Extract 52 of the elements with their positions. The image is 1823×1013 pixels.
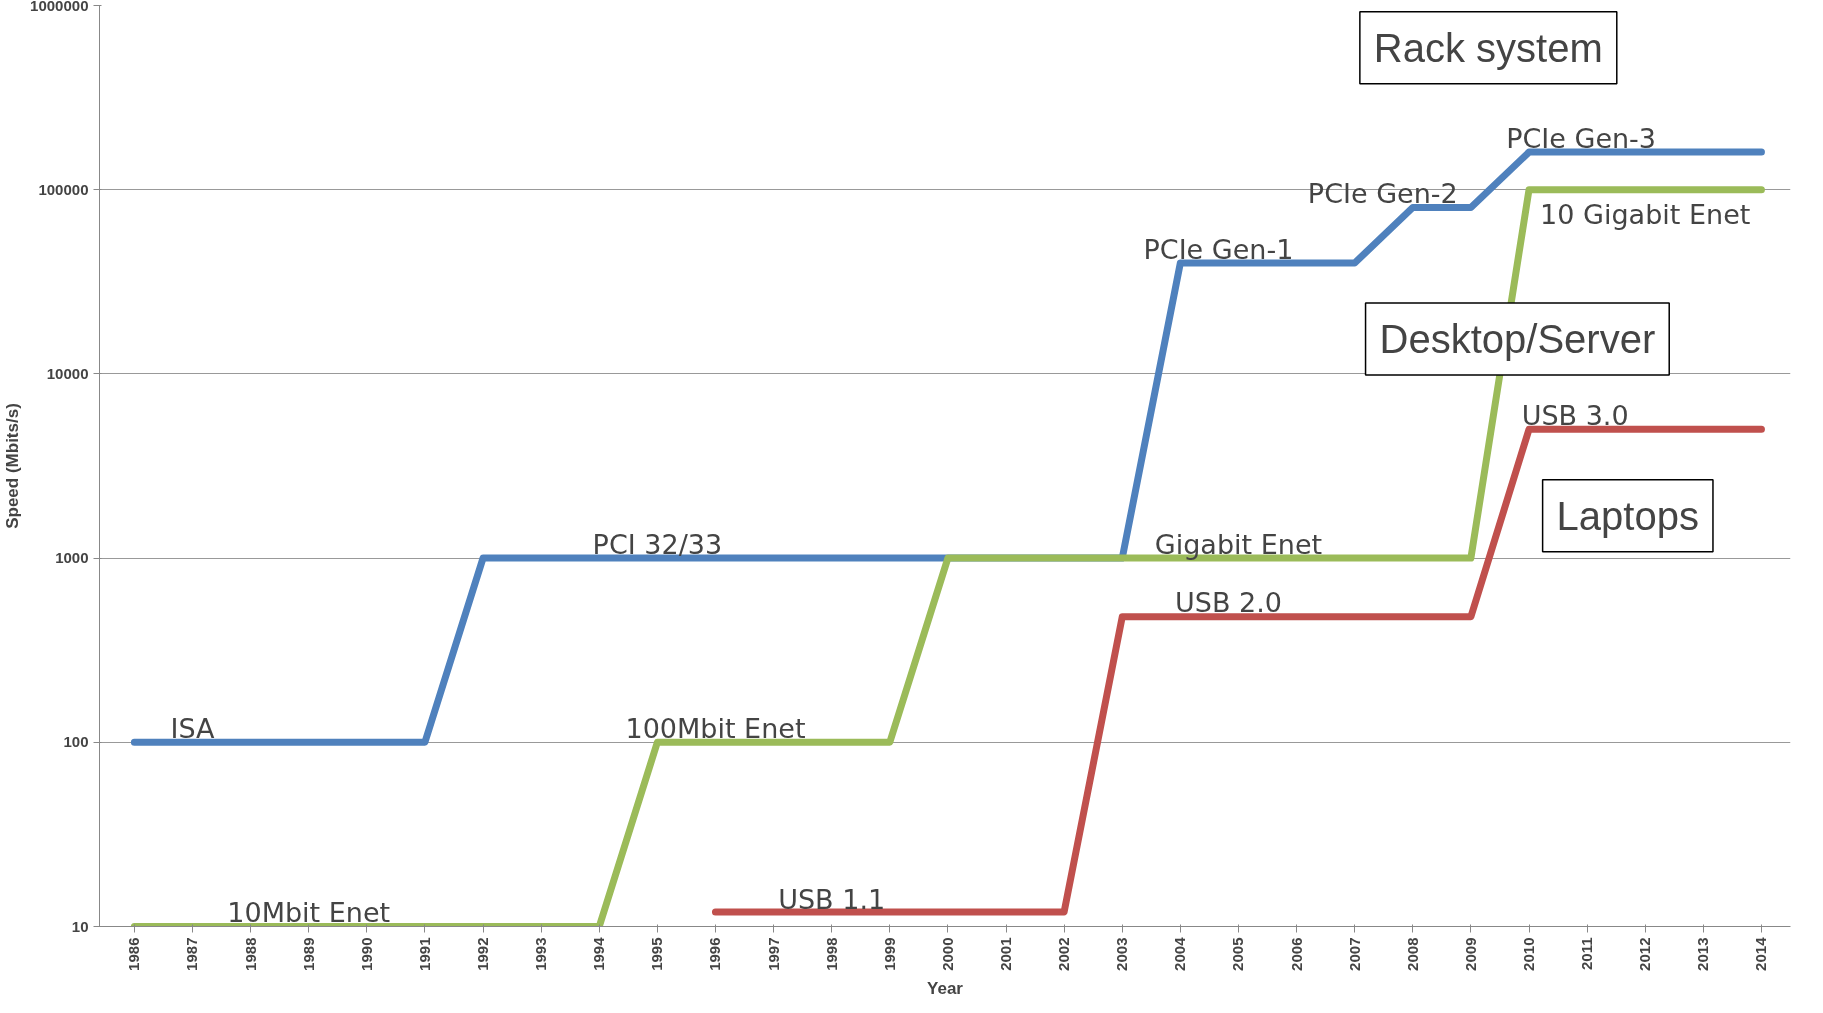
x-tick-label: 1991 xyxy=(415,937,433,971)
annotation: Gigabit Enet xyxy=(1154,528,1323,560)
x-tick-label: 1989 xyxy=(299,937,317,971)
x-tick-label: 2000 xyxy=(938,937,956,971)
y-tick-label: 100000 xyxy=(38,180,89,198)
x-tick-label: 1994 xyxy=(590,936,608,971)
x-tick-label: 2014 xyxy=(1752,936,1770,971)
y-tick-label: 100 xyxy=(63,733,89,751)
x-tick-label: 1990 xyxy=(357,937,375,971)
x-tick-label: 2012 xyxy=(1636,937,1654,971)
annotation: Laptops xyxy=(1556,493,1699,538)
x-tick-label: 2008 xyxy=(1403,937,1421,971)
x-tick-label: 1993 xyxy=(532,937,550,971)
x-tick-label: 1986 xyxy=(125,937,143,971)
annotation: 10 Gigabit Enet xyxy=(1540,199,1751,231)
y-tick-label: 1000 xyxy=(55,549,89,567)
x-tick-label: 1995 xyxy=(648,937,666,971)
x-tick-label: 2004 xyxy=(1171,936,1189,971)
x-tick-label: 2002 xyxy=(1055,937,1073,971)
annotation: USB 2.0 xyxy=(1174,587,1282,619)
x-tick-label: 2009 xyxy=(1461,937,1479,971)
x-tick-label: 2006 xyxy=(1287,937,1305,971)
x-tick-label: 1988 xyxy=(241,937,259,971)
x-tick-label: 1999 xyxy=(880,937,898,971)
x-tick-label: 1992 xyxy=(474,937,492,971)
y-tick-label: 1000000 xyxy=(30,0,89,14)
annotation: PCI 32/33 xyxy=(592,528,723,560)
annotation: PCIe Gen-3 xyxy=(1506,122,1657,154)
x-tick-label: 2013 xyxy=(1694,937,1712,971)
x-tick-label: 1997 xyxy=(764,937,782,971)
annotation: USB 3.0 xyxy=(1521,399,1629,431)
x-axis-title: Year xyxy=(927,978,964,998)
x-tick-label: 2007 xyxy=(1345,937,1363,971)
annotation: Rack system xyxy=(1373,25,1603,70)
x-tick-label: 2011 xyxy=(1578,937,1596,971)
x-tick-label: 1998 xyxy=(822,937,840,971)
x-tick-label: 1996 xyxy=(706,937,724,971)
annotation: Desktop/Server xyxy=(1379,316,1656,361)
annotation: 10Mbit Enet xyxy=(227,897,391,928)
annotation: ISA xyxy=(170,712,216,744)
annotation: 100Mbit Enet xyxy=(625,712,806,744)
annotation: PCIe Gen-2 xyxy=(1307,178,1458,210)
x-tick-label: 2010 xyxy=(1520,937,1538,971)
y-tick-label: 10000 xyxy=(46,364,89,382)
annotation: USB 1.1 xyxy=(778,884,886,916)
x-tick-label: 2005 xyxy=(1229,937,1247,971)
x-tick-label: 2003 xyxy=(1113,937,1131,971)
x-tick-label: 1987 xyxy=(183,937,201,971)
x-tick-label: 2001 xyxy=(997,937,1015,971)
y-axis-title: Speed (Mbits/s) xyxy=(3,403,23,529)
y-tick-label: 10 xyxy=(71,917,89,935)
annotation: PCIe Gen-1 xyxy=(1143,233,1294,265)
